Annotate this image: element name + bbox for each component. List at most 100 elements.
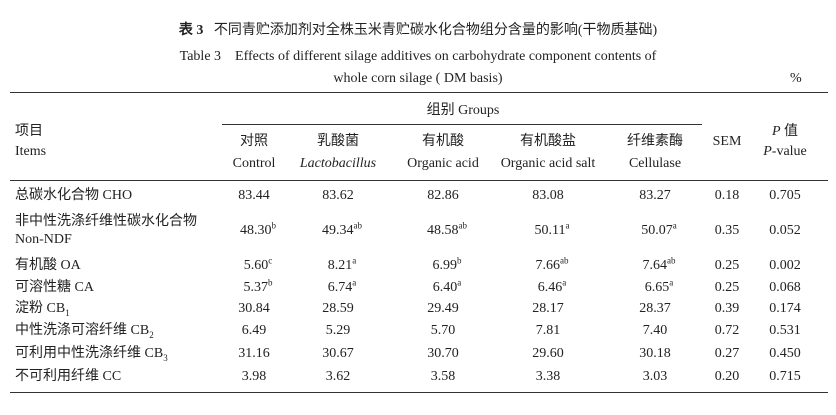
cell-value: 7.66 <box>535 258 561 273</box>
cell-value: 83.08 <box>532 188 564 203</box>
row-name: 中性洗涤可溶纤维 CB2 <box>15 323 154 339</box>
cell-value: 48.30 <box>240 223 272 238</box>
cell: 6.46a <box>537 277 567 296</box>
cell-value: 6.99 <box>432 258 458 273</box>
cell: 7.81 <box>536 323 561 339</box>
p-header: P 值 <box>772 124 798 140</box>
sem-cell: 0.39 <box>714 301 740 316</box>
table-label-en: Table 3 <box>179 49 222 64</box>
column-header-en: Organic acid <box>407 156 479 171</box>
cell-value: 5.29 <box>325 323 351 338</box>
cell-superscript: a <box>672 220 677 231</box>
column-header-cn: 乳酸菌 <box>317 134 359 149</box>
cell-superscript: ab <box>353 220 363 231</box>
cell-value: 7.40 <box>642 323 668 338</box>
cell-value: 28.37 <box>639 301 671 316</box>
table-label: 表 3 <box>178 23 204 38</box>
cell: 5.70 <box>431 323 456 339</box>
row-name-text: 总碳水化合物 CHO <box>15 188 133 203</box>
sem-cell: 0.35 <box>714 223 740 238</box>
row-name: 可溶性糖 CA <box>15 280 94 296</box>
cell: 83.27 <box>639 188 671 204</box>
cell: 30.18 <box>639 346 671 362</box>
cell-value: 30.70 <box>427 346 459 361</box>
item-header-en: Items <box>15 144 47 159</box>
row-name-text: 可利用中性洗涤纤维 CB <box>15 346 164 361</box>
cell: 48.58ab <box>427 221 467 239</box>
cell: 30.70 <box>427 346 459 362</box>
cell-value: 83.27 <box>639 188 671 203</box>
p-cell: 0.531 <box>769 323 801 338</box>
cell: 3.58 <box>431 369 456 385</box>
cell-superscript: a <box>669 277 674 288</box>
cell: 83.62 <box>322 188 354 204</box>
p-en: -value <box>771 144 807 159</box>
caption-en: Table 3 Effects of different silage addi… <box>180 49 657 65</box>
p-cn: 值 <box>784 124 799 139</box>
cell: 82.86 <box>427 188 459 204</box>
cell-superscript: b <box>268 277 273 288</box>
cell: 5.29 <box>326 323 351 339</box>
cell: 5.60c <box>244 255 273 274</box>
cell-superscript: c <box>268 255 273 266</box>
column-header-cn: 有机酸 <box>422 134 464 149</box>
cell: 6.40a <box>433 277 462 296</box>
column-header-cn: 对照 <box>240 134 268 149</box>
p-cell: 0.002 <box>769 258 801 273</box>
cell: 30.84 <box>238 301 270 317</box>
cell: 28.17 <box>532 301 564 317</box>
cell-value: 6.46 <box>537 280 563 295</box>
cell-value: 28.59 <box>322 301 354 316</box>
cell: 29.60 <box>532 346 564 362</box>
row-name: Non-NDF <box>15 232 72 248</box>
cell-value: 8.21 <box>327 258 353 273</box>
cell: 8.21a <box>327 256 357 274</box>
cell-value: 82.86 <box>427 188 459 203</box>
header-rule <box>10 180 828 181</box>
cell-value: 29.49 <box>427 301 459 316</box>
row-name-text: 中性洗涤可溶纤维 CB <box>15 323 150 338</box>
cell-value: 3.98 <box>241 369 267 384</box>
cell: 49.34ab <box>322 220 363 239</box>
cell: 31.16 <box>238 346 270 362</box>
cell-superscript: b <box>271 220 277 231</box>
p-header-en: P-value <box>763 144 807 160</box>
sem-cell: 0.25 <box>714 280 740 295</box>
cell-value: 7.81 <box>535 323 561 338</box>
column-header-en: Organic acid salt <box>500 156 596 171</box>
cell: 3.38 <box>536 369 561 385</box>
cell-superscript: a <box>565 220 570 231</box>
p-cell: 0.450 <box>769 346 801 361</box>
caption-cn: 表 3 不同青贮添加剂对全株玉米青贮碳水化合物组分含量的影响(干物质基础) <box>179 23 657 39</box>
unit: % <box>790 71 802 86</box>
row-name-text: Non-NDF <box>15 232 72 247</box>
cell-value: 7.64 <box>642 258 668 273</box>
row-name-sub: 1 <box>65 307 70 318</box>
group-rule <box>222 124 702 125</box>
cell-superscript: a <box>562 277 567 288</box>
p-cell: 0.052 <box>769 223 801 238</box>
row-name-text: 有机酸 OA <box>15 258 81 273</box>
cell-value: 50.11 <box>534 223 566 238</box>
cell-value: 29.60 <box>532 346 564 361</box>
row-name: 总碳水化合物 CHO <box>15 188 132 204</box>
column-header-en: Lactobacillus <box>299 156 377 171</box>
cell: 29.49 <box>427 301 459 317</box>
row-name-sub: 2 <box>149 329 154 340</box>
cell: 83.44 <box>238 188 270 204</box>
cell: 3.98 <box>242 369 267 385</box>
row-name: 有机酸 OA <box>15 258 81 274</box>
cell: 28.59 <box>322 301 354 317</box>
title-cn: 不同青贮添加剂对全株玉米青贮碳水化合物组分含量的影响(干物质基础) <box>213 23 658 38</box>
column-header-en: Control <box>232 156 276 171</box>
cell-superscript: a <box>457 277 462 288</box>
column-header-en: Cellulase <box>628 156 682 171</box>
sem-cell: 0.27 <box>714 346 740 361</box>
cell-value: 3.62 <box>325 369 351 384</box>
sem-header: SEM <box>712 134 742 149</box>
bottom-rule <box>10 392 828 393</box>
p-symbol: P <box>763 144 772 159</box>
cell-value: 3.58 <box>430 369 456 384</box>
cell: 48.30b <box>240 220 277 239</box>
column-header-cn: 纤维素酶 <box>627 134 683 149</box>
